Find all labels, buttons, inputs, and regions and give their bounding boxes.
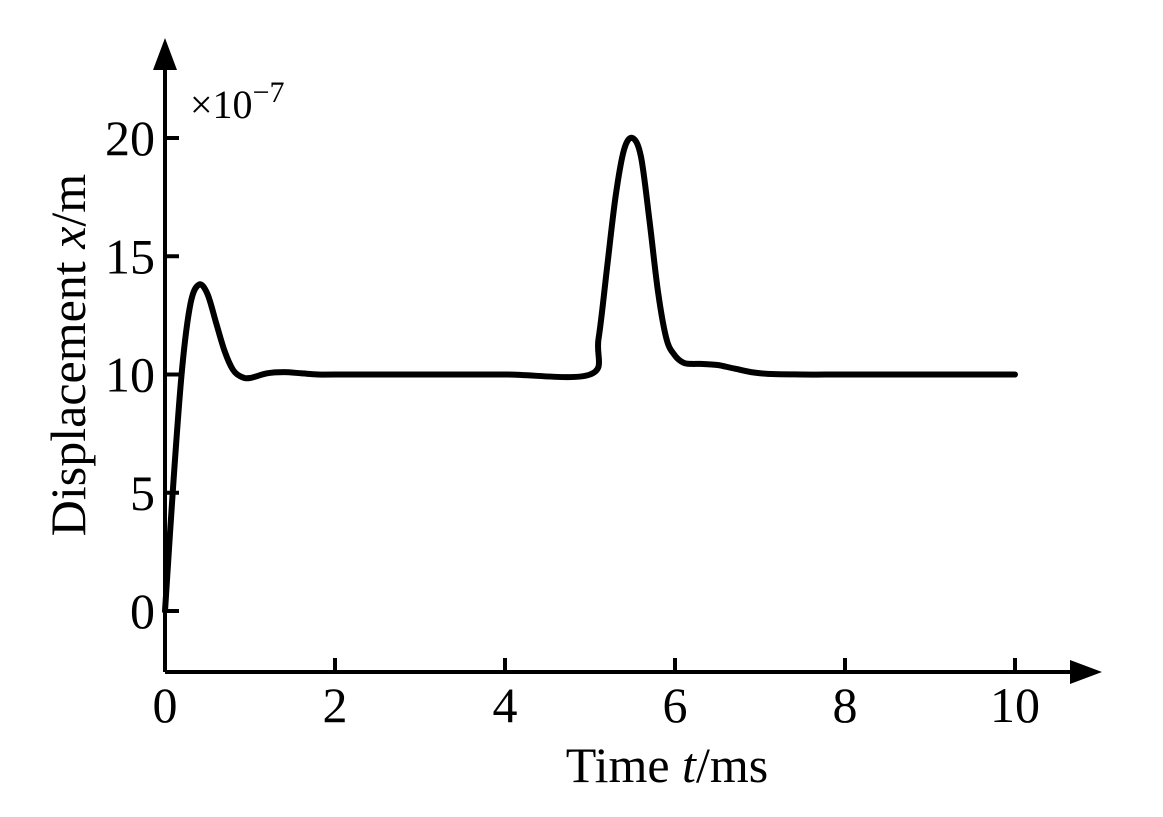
y-tick-label: 15 [105,228,155,284]
x-tick-label: 8 [833,677,858,733]
y-tick-label: 0 [130,583,155,639]
y-scale-multiplier: ×10−7 [190,76,284,127]
y-axis-title-var: x [40,227,96,250]
displacement-series-line [162,134,1018,614]
y-axis-title-prefix: Displacement [40,249,96,536]
x-axis-title-prefix: Time [566,737,682,793]
x-tick-label: 4 [493,677,518,733]
y-tick-label: 10 [105,347,155,403]
x-tick-label: 2 [323,677,348,733]
y-axis-arrow [153,38,177,70]
y-ticks: 0 5 10 15 20 [105,110,179,639]
y-multiplier-exponent: −7 [253,76,285,109]
y-multiplier-base: ×10 [190,82,253,127]
x-axis-arrow [1070,660,1102,684]
x-tick-label: 6 [663,677,688,733]
x-ticks: 0 2 4 6 8 10 [153,658,1040,733]
y-tick-label: 5 [130,465,155,521]
x-tick-label: 0 [153,677,178,733]
y-tick-label: 20 [105,110,155,166]
y-axis-title-unit: /m [40,174,96,227]
x-axis-title-unit: /ms [696,737,768,793]
x-axis-title-var: t [682,737,697,793]
x-tick-label: 10 [990,677,1040,733]
x-axis-title: Time t/ms [566,737,768,793]
y-axis-title: Displacement x/m [40,174,96,537]
